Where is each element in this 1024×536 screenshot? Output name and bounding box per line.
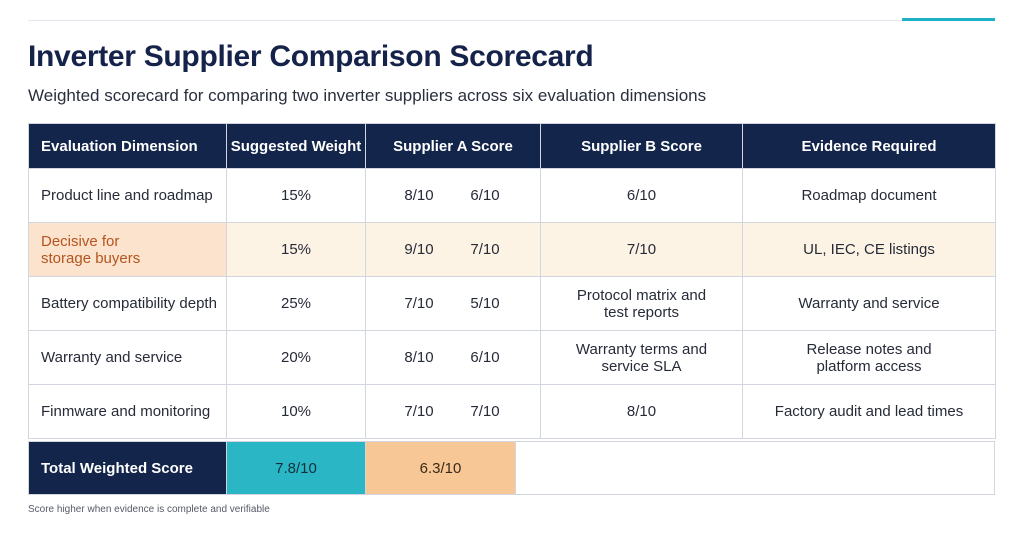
footnote: Score higher when evidence is complete a… <box>28 504 270 515</box>
supplier-a-score: 7/10 <box>404 403 434 420</box>
table-header-row: Evaluation Dimension Suggested Weight Su… <box>28 123 996 169</box>
weight-cell: 15% <box>226 168 366 223</box>
column-header-supplier-b: Supplier B Score <box>540 123 743 169</box>
evidence-cell: Release notes and platform access <box>742 330 996 385</box>
supplier-a-score-cell: 9/10 7/10 <box>365 222 541 277</box>
table-row-highlighted: Decisive for storage buyers 15% 9/10 7/10… <box>28 222 996 277</box>
supplier-a-score-cell: 8/10 6/10 <box>365 168 541 223</box>
column-header-evidence: Evidence Required <box>742 123 996 169</box>
table-row: Product line and roadmap 15% 8/10 6/10 6/… <box>28 168 996 223</box>
supplier-a-score: 8/10 <box>404 187 434 204</box>
evidence-cell: Warranty and service <box>742 276 996 331</box>
supplier-a-score-cell: 7/10 5/10 <box>365 276 541 331</box>
supplier-b-score-text: Warranty terms and service SLA <box>575 340 708 375</box>
accent-bar <box>902 18 995 21</box>
dimension-label: Decisive for storage buyers <box>41 232 141 267</box>
supplier-b-score-cell: Protocol matrix and test reports <box>540 276 743 331</box>
table-row: Warranty and service 20% 8/10 6/10 Warran… <box>28 330 996 385</box>
supplier-a-score-secondary: 6/10 <box>470 349 500 366</box>
weight-cell: 20% <box>226 330 366 385</box>
supplier-b-score-cell: 8/10 <box>540 384 743 439</box>
supplier-b-score-text: Protocol matrix and test reports <box>576 286 707 321</box>
page-title: Inverter Supplier Comparison Scorecard <box>28 40 594 73</box>
dimension-cell: Warranty and service <box>28 330 227 385</box>
supplier-a-score-secondary: 5/10 <box>470 295 500 312</box>
evidence-cell: Factory audit and lead times <box>742 384 996 439</box>
evidence-text: Release notes and platform access <box>806 340 932 375</box>
evidence-cell: UL, IEC, CE listings <box>742 222 996 277</box>
page-subtitle: Weighted scorecard for comparing two inv… <box>28 86 707 105</box>
table-row: Battery compatibility depth 25% 7/10 5/10… <box>28 276 996 331</box>
column-header-supplier-a: Supplier A Score <box>365 123 541 169</box>
weight-cell: 25% <box>226 276 366 331</box>
evidence-cell: Roadmap document <box>742 168 996 223</box>
supplier-a-score: 7/10 <box>404 295 434 312</box>
total-score-empty-cell <box>515 441 995 495</box>
total-score-supplier-b: 6.3/10 <box>365 441 516 495</box>
weight-cell: 15% <box>226 222 366 277</box>
supplier-a-score: 8/10 <box>404 349 434 366</box>
column-header-weight: Suggested Weight <box>226 123 366 169</box>
total-score-row: Total Weighted Score 7.8/10 6.3/10 <box>28 441 995 495</box>
dimension-cell: Finmware and monitoring <box>28 384 227 439</box>
supplier-a-score-secondary: 7/10 <box>470 403 500 420</box>
table-row: Finmware and monitoring 10% 7/10 7/10 8/1… <box>28 384 996 439</box>
total-score-label: Total Weighted Score <box>28 441 227 495</box>
top-divider <box>28 20 994 21</box>
supplier-b-score-cell: Warranty terms and service SLA <box>540 330 743 385</box>
supplier-a-score-secondary: 7/10 <box>470 241 500 258</box>
column-header-dimension: Evaluation Dimension <box>28 123 227 169</box>
supplier-b-score-cell: 6/10 <box>540 168 743 223</box>
supplier-a-score: 9/10 <box>404 241 434 258</box>
supplier-a-score-cell: 8/10 6/10 <box>365 330 541 385</box>
supplier-a-score-cell: 7/10 7/10 <box>365 384 541 439</box>
weight-cell: 10% <box>226 384 366 439</box>
dimension-cell: Battery compatibility depth <box>28 276 227 331</box>
dimension-cell: Product line and roadmap <box>28 168 227 223</box>
scorecard-table: Evaluation Dimension Suggested Weight Su… <box>28 123 996 439</box>
total-score-supplier-a: 7.8/10 <box>226 441 366 495</box>
dimension-cell: Decisive for storage buyers <box>28 222 227 277</box>
supplier-b-score-cell: 7/10 <box>540 222 743 277</box>
supplier-a-score-secondary: 6/10 <box>470 187 500 204</box>
